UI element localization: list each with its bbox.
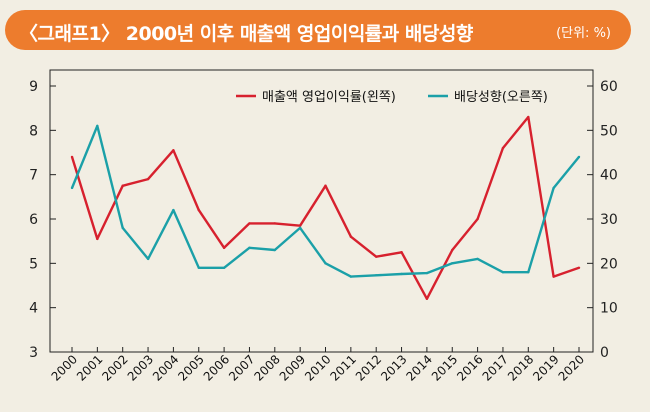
data-point-1	[577, 266, 581, 269]
data-point-1	[400, 251, 403, 254]
x-tick-label: 2013	[378, 352, 409, 383]
x-tick-label: 2007	[226, 352, 257, 383]
legend: 매출액 영업이익률(왼쪽) 배당성향(오른쪽)	[236, 90, 548, 105]
data-point-1	[121, 184, 124, 187]
data-point-2	[451, 262, 454, 265]
right-tick-label: 10	[600, 301, 618, 317]
x-tick-label: 2012	[353, 352, 384, 383]
data-point-2	[400, 272, 403, 276]
x-tick-label: 2000	[49, 352, 80, 383]
data-point-1	[552, 275, 555, 278]
data-point-2	[96, 124, 99, 128]
data-point-2	[298, 226, 302, 230]
chart-title-bar: 〈그래프1〉 2000년 이후 매출액 영업이익률과 배당성향 (단위: %)	[5, 10, 631, 50]
data-point-1	[324, 184, 327, 187]
legend-label-1: 매출액 영업이익률(왼쪽)	[262, 90, 396, 105]
data-point-1	[375, 255, 378, 258]
x-tick-label: 2018	[505, 352, 536, 383]
data-point-1	[298, 224, 302, 227]
data-point-1	[197, 208, 200, 212]
left-tick-label: 4	[29, 301, 38, 317]
data-point-2	[172, 208, 175, 212]
data-point-2	[121, 226, 124, 230]
left-tick-label: 3	[29, 345, 38, 361]
plot-frame	[49, 69, 594, 353]
data-point-1	[248, 222, 251, 225]
data-point-2	[552, 186, 555, 190]
data-point-1	[273, 222, 276, 225]
x-tick-label: 2006	[201, 352, 232, 383]
data-point-1	[501, 146, 505, 150]
data-point-2	[273, 248, 276, 252]
x-tick-label: 2015	[429, 352, 460, 383]
data-point-1	[527, 115, 530, 119]
data-point-2	[425, 271, 429, 275]
x-tick-label: 2005	[175, 352, 206, 383]
data-point-2	[577, 155, 581, 159]
x-tick-label: 2017	[480, 352, 511, 383]
data-point-2	[527, 271, 530, 274]
right-tick-label: 20	[600, 256, 618, 272]
right-tick-label: 30	[600, 212, 618, 228]
x-tick-label: 2014	[404, 352, 435, 383]
data-point-1	[146, 177, 150, 181]
right-tick-label: 50	[600, 123, 618, 139]
data-point-2	[324, 262, 327, 265]
data-point-1	[476, 217, 479, 221]
data-point-2	[375, 274, 378, 277]
left-tick-label: 7	[29, 168, 38, 184]
data-point-1	[222, 246, 226, 250]
x-tick-label: 2020	[556, 352, 587, 383]
left-tick-label: 6	[29, 212, 38, 228]
right-tick-label: 40	[600, 168, 618, 184]
left-tick-label: 9	[29, 79, 38, 95]
legend-label-2: 배당성향(오른쪽)	[454, 90, 548, 105]
data-point-2	[70, 186, 74, 190]
series-layer	[70, 115, 581, 300]
data-point-2	[222, 266, 226, 269]
x-tick-label: 2019	[530, 352, 561, 383]
data-point-1	[451, 248, 454, 252]
unit-label: (단위: %)	[556, 26, 611, 41]
data-point-2	[349, 275, 353, 278]
x-tick-label: 2004	[150, 352, 181, 383]
left-axis: 3 4 5 6 7 8 9	[29, 79, 56, 361]
data-point-1	[349, 235, 353, 238]
right-tick-label: 0	[600, 345, 609, 361]
data-point-1	[96, 237, 99, 241]
data-point-2	[476, 257, 479, 261]
x-tick-label: 2011	[327, 352, 358, 383]
data-point-1	[425, 297, 429, 300]
chart-title: 〈그래프1〉 2000년 이후 매출액 영업이익률과 배당성향	[19, 23, 473, 45]
left-tick-label: 5	[29, 256, 38, 272]
x-tick-label: 2003	[125, 352, 156, 383]
x-tick-label: 2001	[74, 352, 105, 383]
data-point-2	[146, 257, 150, 261]
data-point-1	[70, 155, 74, 159]
x-tick-label: 2009	[277, 352, 308, 383]
x-tick-label: 2016	[454, 352, 485, 383]
left-tick-label: 8	[29, 123, 38, 139]
data-point-1	[172, 149, 175, 152]
x-tick-label: 2010	[302, 352, 333, 383]
data-point-2	[248, 246, 251, 250]
x-axis: 2000200120022003200420052006200720082009…	[49, 347, 587, 384]
x-tick-label: 2002	[99, 352, 130, 383]
data-point-2	[501, 271, 505, 274]
x-tick-label: 2008	[251, 352, 282, 383]
data-point-2	[197, 266, 200, 269]
right-tick-label: 60	[600, 79, 618, 95]
right-axis: 0 10 20 30 40 50 60	[587, 79, 618, 361]
